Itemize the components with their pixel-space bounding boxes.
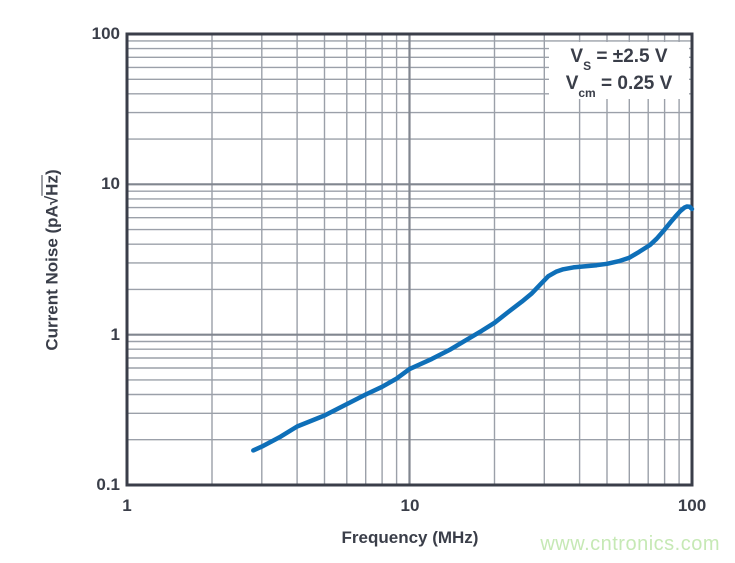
y-tick-100: 100 xyxy=(91,24,120,43)
vs-subscript: S xyxy=(583,58,592,73)
y-tick-0-1: 0.1 xyxy=(96,475,120,494)
x-tick-10: 10 xyxy=(400,496,420,515)
annotation-common-mode-voltage: Vcm = 0.25 V xyxy=(549,70,689,100)
radical-sign: √ xyxy=(42,195,62,206)
conditions-annotation: VS = ±2.5 V Vcm = 0.25 V xyxy=(549,42,689,99)
site-watermark: www.cntronics.com xyxy=(540,533,720,555)
vcm-symbol: V xyxy=(565,73,579,94)
x-tick-100: 100 xyxy=(677,496,707,515)
y-tick-10: 10 xyxy=(101,174,120,193)
vcm-subscript: cm xyxy=(578,85,596,100)
y-axis-title-overline: Hz xyxy=(42,175,62,196)
vs-symbol: V xyxy=(570,46,584,67)
y-axis-title: Current Noise (pA√Hz) xyxy=(43,35,65,486)
x-axis-title: Frequency (MHz) xyxy=(341,528,479,547)
x-tick-1: 1 xyxy=(122,496,132,515)
y-axis-title-text: Current Noise (pA xyxy=(42,205,62,351)
vs-value: = ±2.5 V xyxy=(591,46,668,67)
y-tick-1: 1 xyxy=(110,325,120,344)
y-axis-title-close: ) xyxy=(42,169,62,176)
vcm-value: = 0.25 V xyxy=(595,73,673,94)
annotation-supply-voltage: VS = ±2.5 V xyxy=(549,43,689,73)
